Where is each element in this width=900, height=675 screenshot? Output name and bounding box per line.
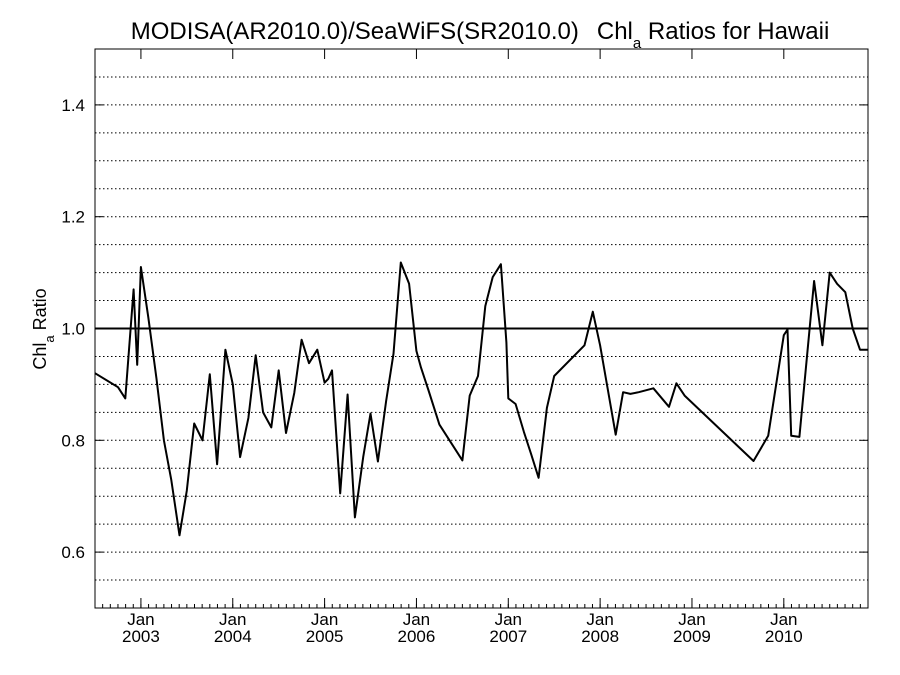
y-tick-label: 1.2 xyxy=(61,208,85,227)
ylabel-chl: Chl xyxy=(30,343,50,370)
ylabel-subscript: a xyxy=(42,335,57,343)
ylabel-rest: Ratio xyxy=(30,288,50,335)
x-tick-label-year: 2005 xyxy=(306,627,344,646)
x-tick-label-year: 2009 xyxy=(673,627,711,646)
x-tick-label-month: Jan xyxy=(311,610,338,629)
x-tick-label-month: Jan xyxy=(586,610,613,629)
x-tick-label-month: Jan xyxy=(127,610,154,629)
series-group xyxy=(94,261,869,537)
x-tick-label-month: Jan xyxy=(678,610,705,629)
x-tick-label-month: Jan xyxy=(495,610,522,629)
x-tick-label-month: Jan xyxy=(770,610,797,629)
y-tick-label: 1.4 xyxy=(61,96,85,115)
x-tick-label-year: 2007 xyxy=(489,627,527,646)
x-tick-label-year: 2010 xyxy=(765,627,803,646)
title-chl-subscript: a xyxy=(633,35,642,52)
y-tick-label: 0.6 xyxy=(61,543,85,562)
title-chl: Chl xyxy=(597,18,633,45)
chart-title: MODISA(AR2010.0)/SeaWiFS(SR2010.0) Chla R… xyxy=(131,18,830,52)
title-main: MODISA(AR2010.0)/SeaWiFS(SR2010.0) xyxy=(131,18,579,45)
y-tick-label: 1.0 xyxy=(61,320,85,339)
x-tick-label-year: 2003 xyxy=(122,627,160,646)
x-tick-label-year: 2004 xyxy=(214,627,252,646)
y-axis-label: Chla Ratio xyxy=(30,288,57,369)
x-ticks: Jan2003Jan2004Jan2005Jan2006Jan2007Jan20… xyxy=(94,49,869,646)
y-ticks: 0.6 0.8 1.0 1.2 1.4 xyxy=(61,96,868,562)
x-tick-label-month: Jan xyxy=(219,610,246,629)
x-tick-label-month: Jan xyxy=(403,610,430,629)
x-tick-label-year: 2008 xyxy=(581,627,619,646)
series-line xyxy=(94,261,869,537)
y-tick-label: 0.8 xyxy=(61,431,85,450)
x-tick-label-year: 2006 xyxy=(398,627,436,646)
title-rest: Ratios for Hawaii xyxy=(641,18,829,45)
